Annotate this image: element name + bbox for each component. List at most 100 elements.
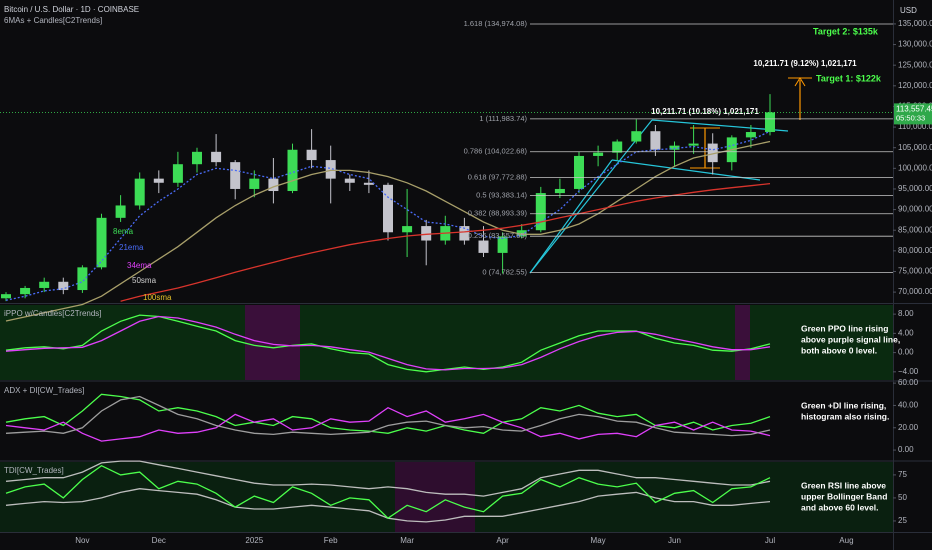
annotation: 10,211.71 (10.18%) 1,021,171 — [651, 107, 759, 116]
fib-label: 0 (74,782.55) — [482, 267, 527, 276]
candle-body — [230, 162, 241, 189]
series-line — [5, 464, 771, 520]
y-tick-label: 60.00 — [898, 378, 919, 387]
series-line — [5, 314, 771, 373]
currency: USD — [900, 6, 917, 15]
candle-body — [574, 155, 584, 189]
candle-body — [344, 178, 355, 183]
last-price-box — [894, 103, 932, 125]
fib-label: 0.236 (83,557.65) — [468, 231, 528, 240]
y-tick-label: 75 — [898, 470, 907, 479]
x-tick-label: Jun — [668, 536, 681, 545]
candle-body — [497, 236, 508, 253]
candle-body — [172, 164, 183, 183]
series-line — [5, 393, 771, 434]
candle-body — [306, 149, 317, 161]
trend-line — [611, 159, 761, 181]
candle-body — [554, 188, 565, 194]
fib-label: 1 (111,983.74) — [479, 114, 527, 123]
candle-body — [421, 226, 432, 241]
candle-body — [535, 193, 546, 231]
y-tick-label: 110,000.00 — [898, 122, 932, 131]
y-tick-label: −4.00 — [898, 367, 919, 376]
pane-title: ADX + DI[CW_Trades] — [4, 386, 84, 395]
countdown: 05:50:33 — [896, 113, 925, 122]
y-tick-label: 0.00 — [898, 445, 914, 454]
chart-title: Bitcoin / U.S. Dollar · 1D · COINBASE — [4, 5, 139, 14]
candle-body — [20, 287, 31, 295]
candle-body — [459, 226, 470, 241]
y-tick-label: 50 — [898, 493, 907, 502]
y-tick-label: 125,000.00 — [898, 60, 932, 69]
note-line: and above 60 level. — [801, 502, 878, 512]
note-line: both above 0 level. — [801, 345, 877, 355]
y-tick-label: 95,000.00 — [898, 184, 932, 193]
candle-body — [153, 178, 164, 183]
note-line: Green RSI line above — [801, 480, 886, 490]
candle-body — [268, 178, 279, 192]
y-tick-label: 120,000.00 — [898, 81, 932, 90]
pane-shade — [245, 305, 300, 380]
y-tick-label: 135,000.00 — [898, 19, 932, 28]
candle-body — [325, 160, 336, 179]
y-tick-label: 85,000.00 — [898, 225, 932, 234]
note-line: histogram also rising. — [801, 411, 889, 421]
candle-body — [287, 149, 298, 192]
y-tick-label: 75,000.00 — [898, 267, 932, 276]
fib-label: 0.382 (88,993.39) — [468, 209, 528, 218]
ma-label: 50sma — [132, 276, 157, 285]
candle-body — [249, 178, 260, 189]
series-line — [120, 182, 771, 302]
series-line — [5, 395, 771, 437]
x-tick-label: Jul — [765, 536, 775, 545]
candle-body — [707, 143, 718, 163]
candle-body — [669, 145, 680, 150]
y-tick-label: 4.00 — [898, 328, 914, 337]
annotation: Target 2: $135k — [813, 26, 879, 36]
series-line — [5, 406, 771, 442]
fib-label: 0.5 (93,383.14) — [476, 191, 527, 200]
y-tick-label: 0.00 — [898, 348, 914, 357]
x-tick-label: 2025 — [245, 536, 263, 545]
pane-shade — [735, 305, 750, 380]
candle-body — [192, 151, 202, 165]
note-line: upper Bollinger Band — [801, 491, 887, 501]
candle-body — [77, 267, 88, 291]
ma-label: 8ema — [113, 227, 134, 236]
annotation: 10,211.71 (9.12%) 1,021,171 — [753, 59, 857, 68]
y-tick-label: 80,000.00 — [898, 246, 932, 255]
x-tick-label: Apr — [496, 536, 509, 545]
ma-label: 21ema — [119, 243, 144, 252]
series-line — [5, 315, 771, 371]
candle-body — [96, 217, 107, 268]
candle-body — [612, 141, 623, 153]
candle-body — [650, 131, 661, 150]
trend-line — [529, 119, 653, 274]
y-tick-label: 20.00 — [898, 423, 919, 432]
note-line: above purple signal line, — [801, 334, 900, 344]
y-tick-label: 40.00 — [898, 401, 919, 410]
candle-body — [478, 240, 489, 253]
y-tick-label: 130,000.00 — [898, 40, 932, 49]
candle-body — [516, 230, 527, 237]
ma-label: 100sma — [143, 293, 172, 302]
note-line: Green +DI line rising, — [801, 400, 886, 410]
fib-label: 0.618 (97,772.88) — [468, 173, 528, 182]
x-tick-label: Aug — [839, 536, 853, 545]
series-line — [5, 130, 771, 301]
x-tick-label: Feb — [324, 536, 338, 545]
annotation: Target 1: $122k — [816, 73, 882, 83]
y-tick-label: 105,000.00 — [898, 143, 932, 152]
candle-body — [363, 182, 374, 185]
drawings — [529, 77, 812, 274]
x-tick-label: Nov — [75, 536, 89, 545]
trend-line — [529, 159, 613, 274]
y-tick-label: 8.00 — [898, 309, 914, 318]
candle-body — [688, 143, 699, 146]
x-tick-label: May — [591, 536, 606, 545]
candle-body — [402, 226, 413, 233]
fib-label: 1.618 (134,974.08) — [464, 19, 528, 28]
x-tick-label: Mar — [400, 536, 414, 545]
candle-body — [765, 112, 775, 133]
